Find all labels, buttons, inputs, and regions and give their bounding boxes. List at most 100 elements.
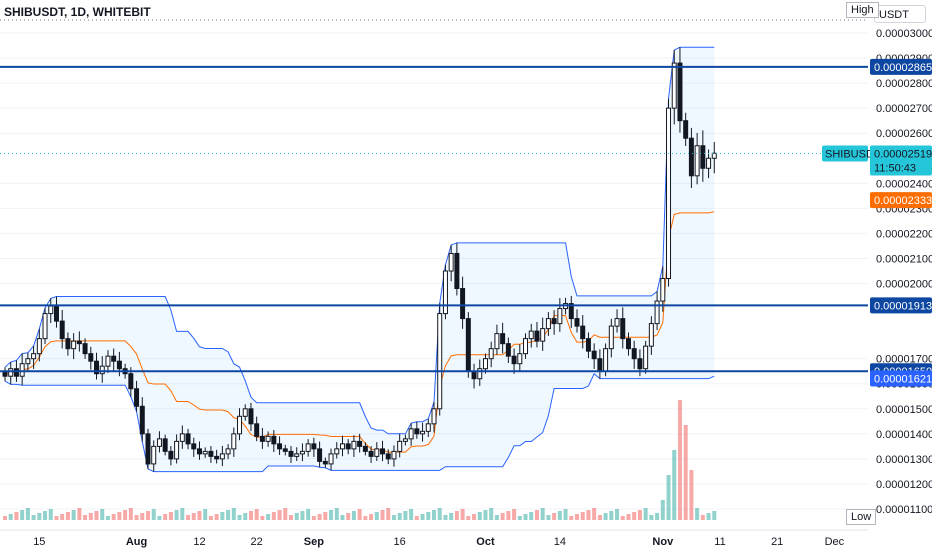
currency-selector[interactable]: USDT: [874, 5, 926, 23]
time-tick-label: Sep: [304, 536, 324, 548]
candle-body: [425, 423, 431, 432]
volume-bar: [317, 514, 322, 520]
volume-bar: [706, 513, 711, 520]
chart-title: SHIBUSDT, 1D, WHITEBIT: [4, 5, 151, 19]
candle-body: [666, 107, 672, 280]
candle-body: [385, 453, 391, 460]
price-tick-label: 0.00001100: [876, 504, 932, 516]
volume-bar: [449, 513, 454, 520]
candle-body: [99, 365, 105, 375]
volume-bar: [403, 511, 408, 520]
low-marker: Low: [846, 509, 877, 525]
price-tag-label: 0.00002333: [874, 195, 932, 207]
volume-bar: [575, 514, 579, 520]
time-tick-label: 11: [714, 536, 725, 548]
volume-bar: [655, 513, 660, 520]
volume-bar: [48, 509, 53, 520]
candle-body: [328, 453, 334, 465]
volume-bar: [391, 515, 396, 520]
candle-body: [614, 318, 620, 327]
candle-body: [8, 368, 14, 377]
volume-bar: [243, 513, 248, 520]
volume-bar: [157, 516, 162, 520]
volume-bar: [563, 509, 568, 520]
volume-bar: [340, 515, 345, 520]
volume-bar: [123, 510, 128, 520]
candle-body: [288, 450, 294, 457]
candle-body: [631, 348, 637, 360]
time-tick-label: 12: [193, 536, 205, 548]
volume-bar: [357, 509, 362, 520]
volume-bar: [649, 515, 654, 520]
candle-body: [254, 423, 260, 437]
volume-bar: [226, 510, 231, 520]
volume-bar: [489, 508, 494, 520]
candle-body: [345, 443, 351, 450]
volume-bar: [140, 513, 145, 520]
volume-bar: [586, 510, 591, 520]
volume-bar: [94, 511, 99, 520]
time-tick-label: 15: [33, 536, 45, 548]
candle-body: [339, 443, 345, 450]
volume-bar: [271, 512, 276, 520]
volume-bar: [660, 500, 665, 520]
candle-body: [465, 318, 471, 372]
candle-body: [511, 355, 517, 365]
volume-bar: [3, 516, 7, 520]
candle-body: [482, 358, 488, 370]
volume-bar: [191, 513, 196, 520]
volume-bar: [128, 508, 133, 520]
volume-bar: [414, 516, 419, 520]
candle-body: [19, 363, 25, 377]
candle-body: [397, 440, 403, 452]
candle-body: [162, 438, 168, 452]
candle-body: [402, 438, 408, 442]
volume-bar: [174, 510, 179, 520]
candle-body: [156, 438, 162, 447]
price-tick-label: 0.00002800: [876, 78, 932, 90]
volume-bar: [60, 514, 65, 520]
candle-body: [505, 343, 511, 357]
volume-bar: [666, 475, 671, 520]
volume-bar: [620, 516, 625, 520]
candle-body: [477, 368, 483, 380]
candle-body: [380, 448, 386, 455]
candle-body: [574, 318, 580, 327]
volume-bar: [334, 508, 339, 520]
volume-bar: [466, 516, 471, 520]
volume-bar: [626, 514, 631, 520]
candle-body: [25, 358, 31, 365]
volume-bar: [8, 514, 13, 520]
volume-bar: [329, 510, 334, 520]
candle-body: [442, 270, 448, 315]
volume-bar: [506, 511, 511, 520]
time-tick-label: Nov: [652, 536, 674, 548]
candle-body: [540, 328, 546, 342]
volume-bar: [111, 514, 116, 520]
candle-body: [265, 435, 271, 442]
volume-bar: [380, 510, 385, 520]
volume-bar: [677, 400, 682, 520]
candle-body: [225, 448, 231, 455]
volume-bar: [117, 512, 122, 520]
candle-body: [322, 460, 328, 465]
candle-body: [31, 353, 37, 360]
candle-body: [700, 145, 706, 169]
price-axis-panel: [868, 0, 932, 550]
candle-body: [654, 300, 660, 325]
candle-body: [591, 350, 597, 360]
candle-body: [408, 428, 414, 440]
countdown-timer: 11:50:43: [874, 163, 916, 175]
volume-bar: [472, 514, 477, 520]
current-price-tag: [870, 145, 932, 176]
volume-bar: [374, 512, 379, 520]
candle-body: [528, 330, 534, 340]
volume-bar: [71, 510, 76, 520]
volume-bar: [689, 470, 694, 520]
time-tick-label: 22: [251, 536, 263, 548]
candle-body: [694, 145, 700, 177]
volume-bar: [88, 513, 93, 520]
volume-bar: [557, 511, 562, 520]
candle-body: [334, 448, 340, 455]
